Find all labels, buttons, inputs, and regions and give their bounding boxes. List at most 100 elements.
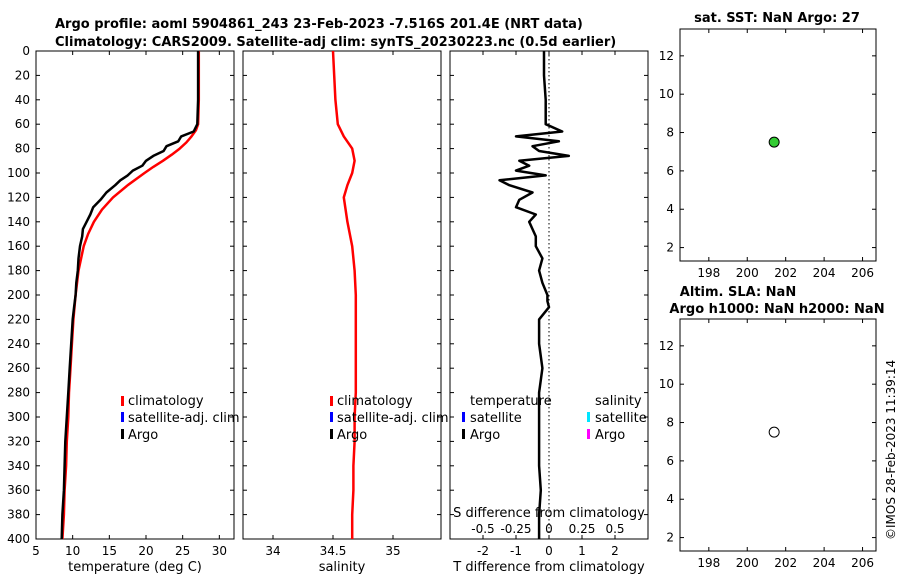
data-point — [768, 426, 780, 438]
x-tick-label: 200 — [736, 266, 759, 280]
imos-watermark: ©IMOS 28-Feb-2023 11:39:14 — [884, 360, 898, 540]
x-tick-label: -2 — [477, 544, 489, 558]
y-tick-label: 0 — [22, 44, 30, 58]
y-tick-label: 4 — [666, 492, 674, 506]
x-tick-label: 202 — [774, 266, 797, 280]
legend-swatch-t-satellite — [462, 412, 465, 422]
y-tick-label: 40 — [15, 93, 30, 107]
x-tick-label: 34 — [265, 544, 280, 558]
y-tick-label: 320 — [7, 434, 30, 448]
axes-frame — [242, 50, 442, 540]
x-tick-label: 35 — [385, 544, 400, 558]
x-tick-label: 25 — [175, 544, 190, 558]
y-tick-label: 120 — [7, 190, 30, 204]
legend-swatch-satellite-adj — [330, 412, 333, 422]
data-point — [768, 136, 780, 148]
y-tick-label: 20 — [15, 68, 30, 82]
sst-panel-title: sat. SST: NaN Argo: 27 — [694, 11, 860, 26]
y-tick-label: 4 — [666, 202, 674, 216]
x-tick-label: 0 — [545, 544, 553, 558]
y-tick-label: 200 — [7, 288, 30, 302]
legend-label: Argo — [595, 428, 625, 443]
y-tick-label: 8 — [666, 126, 674, 140]
y-tick-label: 260 — [7, 361, 30, 375]
sla-panel-title-line1: Altim. SLA: NaN — [680, 285, 796, 300]
difference-panel: -2 -1 0 1 2 T difference from climatology S di… — [449, 50, 649, 575]
x-axis-label-top: S difference from climatology — [453, 506, 645, 521]
legend-header-salinity: salinity — [595, 394, 642, 409]
x-tick-label-top: 0.25 — [569, 522, 596, 536]
x-tick-label: 202 — [774, 556, 797, 570]
temperature-legend: climatology satellite-adj. clim Argo — [121, 394, 240, 443]
y-tick-label: 300 — [7, 410, 30, 424]
x-axis-label: salinity — [319, 560, 366, 575]
x-tick-label: 10 — [65, 544, 80, 558]
x-tick-label: 200 — [736, 556, 759, 570]
y-tick-label: 400 — [7, 532, 30, 546]
x-tick-label-top: 0.5 — [605, 522, 624, 536]
y-tick-label: 160 — [7, 239, 30, 253]
x-tick-label-top: 0 — [545, 522, 553, 536]
x-tick-label: 198 — [697, 266, 720, 280]
y-tick-label: 12 — [659, 339, 674, 353]
x-tick-label: 2 — [611, 544, 619, 558]
x-tick-label: 20 — [138, 544, 153, 558]
x-tick-label: 34.5 — [320, 544, 347, 558]
y-tick-label: 2 — [666, 531, 674, 545]
y-tick-label: 6 — [666, 164, 674, 178]
y-tick-label: 380 — [7, 508, 30, 522]
x-tick-label: 206 — [851, 266, 874, 280]
legend-swatch-climatology — [121, 396, 124, 406]
y-tick-label: 80 — [15, 142, 30, 156]
legend-swatch-argo — [330, 429, 333, 439]
legend-label: satellite-adj. clim — [337, 411, 449, 426]
legend-label: satellite — [470, 411, 522, 426]
salinity-legend: climatology satellite-adj. clim Argo — [330, 394, 449, 443]
x-tick-label-top: -0.5 — [471, 522, 494, 536]
y-tick-label: 340 — [7, 459, 30, 473]
legend-label: satellite — [595, 411, 647, 426]
difference-legend: temperature satellite Argo salinity sate… — [462, 394, 647, 443]
legend-label: climatology — [337, 394, 413, 409]
y-tick-label: 12 — [659, 49, 674, 63]
y-tick-label: 8 — [666, 416, 674, 430]
y-tick-label: 2 — [666, 241, 674, 255]
series-line-argo — [498, 51, 571, 539]
x-axis-label: T difference from climatology — [452, 560, 645, 575]
y-tick-label: 280 — [7, 386, 30, 400]
x-tick-label: 15 — [102, 544, 117, 558]
series-line-argo — [60, 51, 200, 540]
legend-label: Argo — [470, 428, 500, 443]
legend-header-temperature: temperature — [470, 394, 552, 409]
axes-frame — [679, 318, 877, 552]
y-tick-label: 140 — [7, 215, 30, 229]
main-title-line2: Climatology: CARS2009. Satellite-adj cli… — [55, 35, 616, 50]
y-tick-label: 240 — [7, 337, 30, 351]
y-tick-label: 180 — [7, 264, 30, 278]
legend-swatch-s-argo — [587, 429, 590, 439]
legend-label: climatology — [128, 394, 204, 409]
x-tick-label: 1 — [578, 544, 586, 558]
x-tick-label-top: -0.25 — [500, 522, 531, 536]
y-tick-label: 360 — [7, 483, 30, 497]
series-line-climatology — [331, 50, 358, 539]
legend-label: satellite-adj. clim — [128, 411, 240, 426]
legend-swatch-satellite-adj — [121, 412, 124, 422]
sla-panel-title-line2: Argo h1000: NaN h2000: NaN — [669, 302, 884, 317]
legend-swatch-t-argo — [462, 429, 465, 439]
y-tick-label: 10 — [659, 87, 674, 101]
legend-swatch-s-satellite — [587, 412, 590, 422]
y-tick-label: 10 — [659, 377, 674, 391]
x-tick-label: -1 — [510, 544, 522, 558]
legend-swatch-climatology — [330, 396, 333, 406]
x-tick-label: 198 — [697, 556, 720, 570]
y-tick-label: 100 — [7, 166, 30, 180]
x-tick-label: 204 — [813, 266, 836, 280]
y-tick-label: 60 — [15, 117, 30, 131]
y-tick-label: 6 — [666, 454, 674, 468]
axes-frame — [679, 28, 877, 262]
x-tick-label: 5 — [32, 544, 40, 558]
x-axis-label: temperature (deg C) — [68, 560, 202, 575]
sla-panel: 198 200 202 204 206 2 4 6 8 10 12 — [659, 318, 877, 570]
